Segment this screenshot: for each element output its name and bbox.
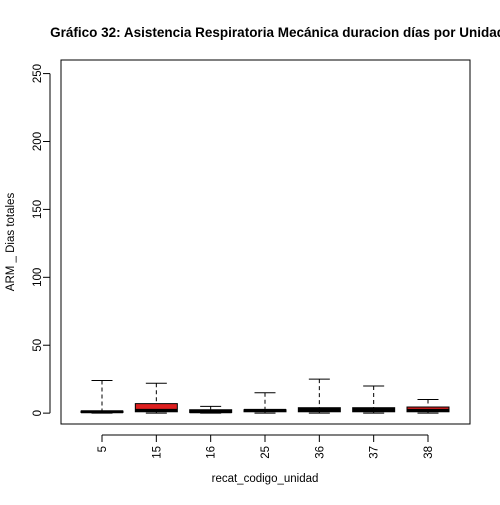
- x-tick-label: 25: [260, 446, 272, 459]
- y-axis: 0 50 100 150 200 250: [32, 64, 51, 416]
- x-tick-label: 15: [151, 446, 163, 459]
- box-15: [134, 382, 178, 414]
- y-tick-label: 150: [32, 200, 44, 219]
- x-tick-label: 38: [423, 446, 435, 459]
- y-axis-label: ARM _ Dias totales: [5, 193, 17, 292]
- box-5: [80, 380, 124, 414]
- x-tick-label: 5: [97, 446, 109, 452]
- box-38: [406, 399, 450, 414]
- box-36: [297, 378, 341, 414]
- box-37: [352, 385, 396, 414]
- y-tick-label: 50: [32, 339, 44, 352]
- chart-title: Gráfico 32: Asistencia Respiratoria Mecá…: [50, 25, 500, 40]
- box-25: [243, 392, 287, 414]
- y-tick-label: 200: [32, 132, 44, 151]
- plot-frame: [60, 59, 471, 425]
- x-tick-label: 37: [369, 446, 381, 459]
- x-axis-label: recat_codigo_unidad: [212, 473, 319, 485]
- x-axis: 5 15 16 25 36 37 38: [97, 434, 435, 459]
- boxes-layer: [80, 378, 450, 414]
- x-tick-label: 36: [314, 446, 326, 459]
- x-tick-label: 16: [206, 446, 218, 459]
- y-tick-label: 100: [32, 268, 44, 287]
- y-tick-label: 0: [32, 410, 44, 416]
- y-tick-label: 250: [32, 64, 44, 83]
- box-16: [189, 405, 233, 414]
